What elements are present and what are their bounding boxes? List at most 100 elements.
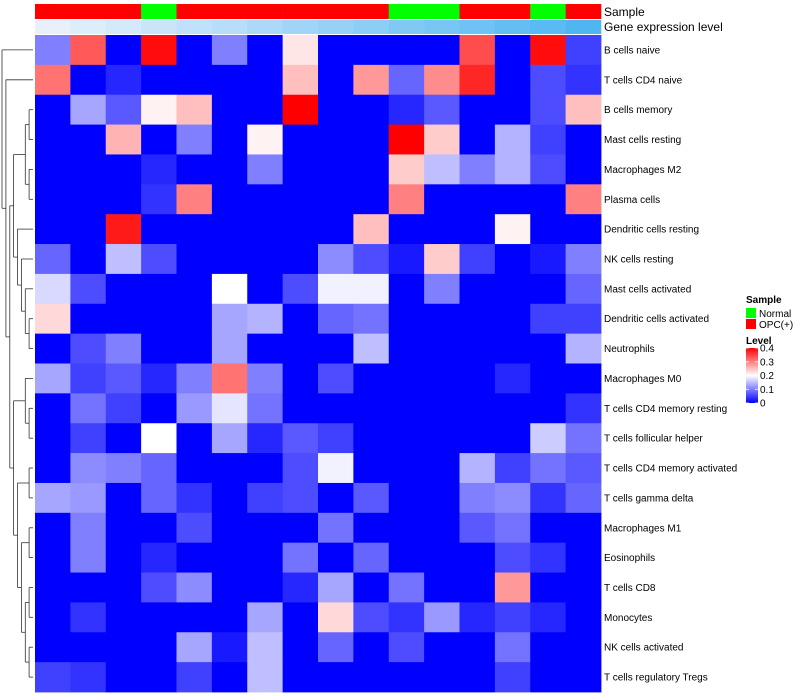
- heatmap-cell: [282, 35, 319, 66]
- heatmap-cell: [388, 602, 425, 633]
- heatmap-cell: [318, 214, 354, 245]
- heatmap-cell: [459, 154, 496, 185]
- heatmap-cell: [105, 662, 142, 693]
- heatmap-cell: [176, 453, 213, 484]
- heatmap-cell: [176, 512, 213, 544]
- heatmap-cell: [388, 572, 425, 603]
- heatmap-cell: [35, 363, 71, 394]
- heatmap-cell: [424, 662, 460, 693]
- heatmap-cell: [388, 214, 425, 245]
- heatmap-cell: [353, 214, 390, 245]
- heatmap-cell: [176, 64, 213, 96]
- heatmap-cell: [388, 393, 425, 424]
- row-label: Plasma cells: [604, 195, 660, 206]
- heatmap-cell: [105, 333, 142, 364]
- heatmap-cell: [459, 184, 496, 215]
- heatmap-cell: [318, 453, 354, 484]
- heatmap-cell: [388, 64, 425, 96]
- legend-sample-title: Sample: [746, 295, 782, 306]
- heatmap-cell: [565, 333, 602, 364]
- heatmap-cell: [105, 64, 142, 96]
- heatmap-cell: [35, 303, 71, 335]
- heatmap-cell: [424, 124, 460, 155]
- gene-expression-annotation-cell: [35, 20, 71, 34]
- legend-level-tick-label: 0.2: [760, 371, 774, 382]
- legend-level-tick-label: 0: [760, 399, 766, 410]
- row-label: T cells CD4 memory resting: [604, 404, 727, 415]
- gene-expression-annotation-cell: [424, 20, 460, 34]
- heatmap-cell: [70, 512, 107, 544]
- heatmap-cell: [176, 94, 213, 125]
- gene-expression-annotation-cell: [247, 20, 283, 34]
- heatmap-cell: [141, 35, 177, 66]
- heatmap-cell: [35, 512, 71, 544]
- heatmap-cell: [105, 602, 142, 633]
- heatmap-cell: [247, 662, 284, 693]
- heatmap-cell: [530, 184, 567, 215]
- heatmap-cell: [105, 124, 142, 155]
- sample-annotation-cell: [70, 4, 107, 19]
- heatmap-cell: [318, 333, 354, 364]
- heatmap-cell: [353, 572, 390, 603]
- heatmap-cell: [388, 273, 425, 305]
- heatmap-cell: [388, 363, 425, 394]
- row-label: Mast cells activated: [604, 284, 691, 295]
- heatmap-cell: [459, 244, 496, 275]
- heatmap-cell: [494, 572, 531, 603]
- heatmap-cell: [141, 273, 177, 305]
- heatmap-cell: [211, 602, 248, 633]
- heatmap-cell: [494, 363, 531, 394]
- heatmap-cell: [530, 602, 567, 633]
- heatmap-cell: [353, 244, 390, 275]
- heatmap-cell: [211, 94, 248, 125]
- heatmap-cell: [211, 333, 248, 364]
- heatmap-cell: [424, 542, 460, 573]
- row-label: Neutrophils: [604, 344, 655, 355]
- heatmap-cell: [318, 512, 354, 544]
- heatmap-cell: [353, 333, 390, 364]
- heatmap-cell: [70, 572, 107, 603]
- heatmap-cell: [105, 303, 142, 335]
- heatmap-cell: [176, 482, 213, 514]
- heatmap-cell: [459, 64, 496, 96]
- heatmap-cell: [318, 273, 354, 305]
- heatmap-cell: [282, 214, 319, 245]
- heatmap-cell: [211, 273, 248, 305]
- heatmap-cell: [318, 64, 354, 96]
- heatmap-cell: [565, 35, 602, 66]
- heatmap-cell: [211, 393, 248, 424]
- heatmap-cell: [247, 184, 284, 215]
- heatmap-cell: [494, 602, 531, 633]
- heatmap-cell: [247, 572, 284, 603]
- row-label: T cells regulatory Tregs: [604, 673, 708, 684]
- heatmap-cell: [318, 184, 354, 215]
- sample-annotation-cell: [35, 4, 71, 19]
- row-label: NK cells resting: [604, 254, 673, 265]
- heatmap-cell: [424, 35, 460, 66]
- heatmap-cell: [105, 244, 142, 275]
- heatmap-cell: [388, 94, 425, 125]
- heatmap-cell: [530, 363, 567, 394]
- heatmap-cell: [459, 273, 496, 305]
- row-label: T cells CD8: [604, 583, 656, 594]
- heatmap-cell: [70, 333, 107, 364]
- heatmap-cell: [565, 214, 602, 245]
- heatmap-cell: [211, 482, 248, 514]
- heatmap-cell: [70, 662, 107, 693]
- heatmap-cell: [105, 94, 142, 125]
- heatmap-cell: [105, 453, 142, 484]
- heatmap-cell: [105, 273, 142, 305]
- heatmap-cell: [565, 154, 602, 185]
- heatmap-cell: [35, 184, 71, 215]
- sample-annotation-cell: [176, 4, 213, 19]
- heatmap-cell: [530, 303, 567, 335]
- heatmap-cell: [565, 184, 602, 215]
- heatmap-cell: [211, 244, 248, 275]
- heatmap-cell: [388, 542, 425, 573]
- heatmap-cell: [247, 273, 284, 305]
- heatmap-cell: [565, 363, 602, 394]
- heatmap-cell: [565, 482, 602, 514]
- heatmap-cell: [282, 602, 319, 633]
- heatmap-cell: [424, 333, 460, 364]
- sample-annotation-cell: [494, 4, 531, 19]
